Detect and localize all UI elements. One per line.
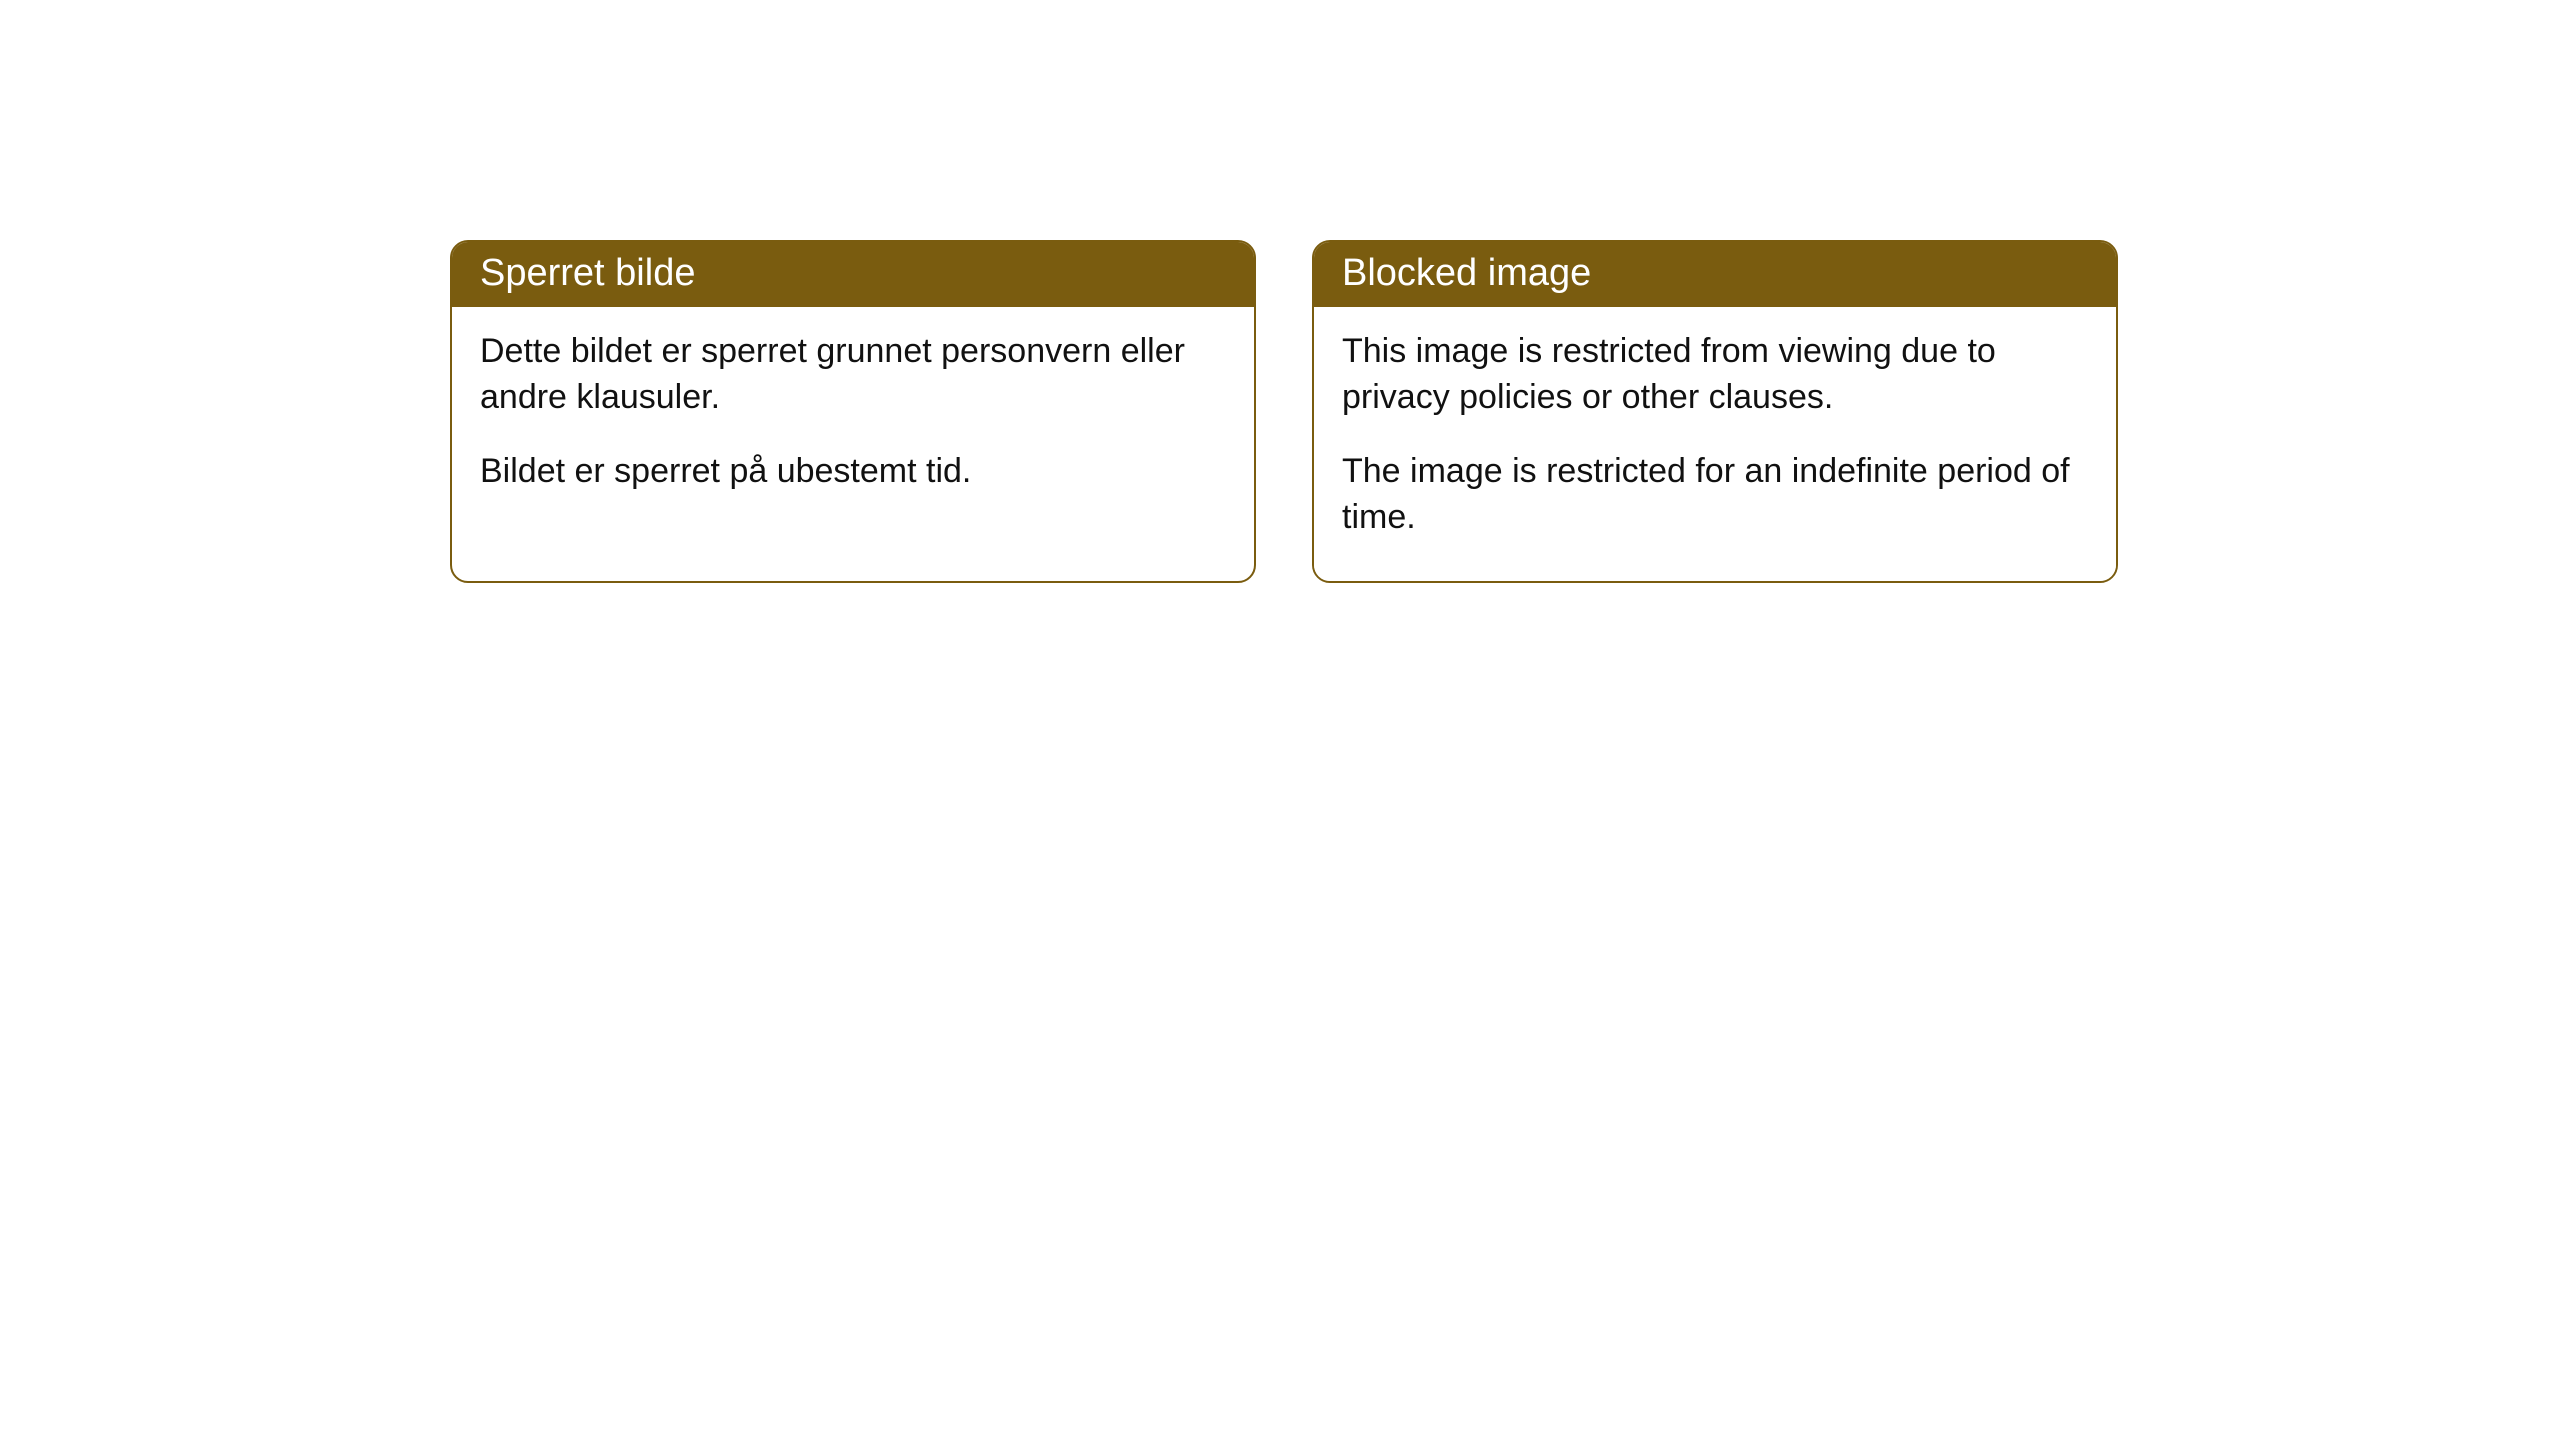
card-body-en: This image is restricted from viewing du… (1314, 307, 2116, 581)
card-paragraph-en-1: This image is restricted from viewing du… (1342, 329, 2088, 421)
card-title-en: Blocked image (1314, 242, 2116, 307)
card-title-no: Sperret bilde (452, 242, 1254, 307)
blocked-image-card-en: Blocked image This image is restricted f… (1312, 240, 2118, 583)
card-paragraph-en-2: The image is restricted for an indefinit… (1342, 449, 2088, 541)
card-paragraph-no-2: Bildet er sperret på ubestemt tid. (480, 449, 1226, 495)
blocked-image-card-no: Sperret bilde Dette bildet er sperret gr… (450, 240, 1256, 583)
card-paragraph-no-1: Dette bildet er sperret grunnet personve… (480, 329, 1226, 421)
cards-container: Sperret bilde Dette bildet er sperret gr… (450, 240, 2118, 583)
card-body-no: Dette bildet er sperret grunnet personve… (452, 307, 1254, 537)
